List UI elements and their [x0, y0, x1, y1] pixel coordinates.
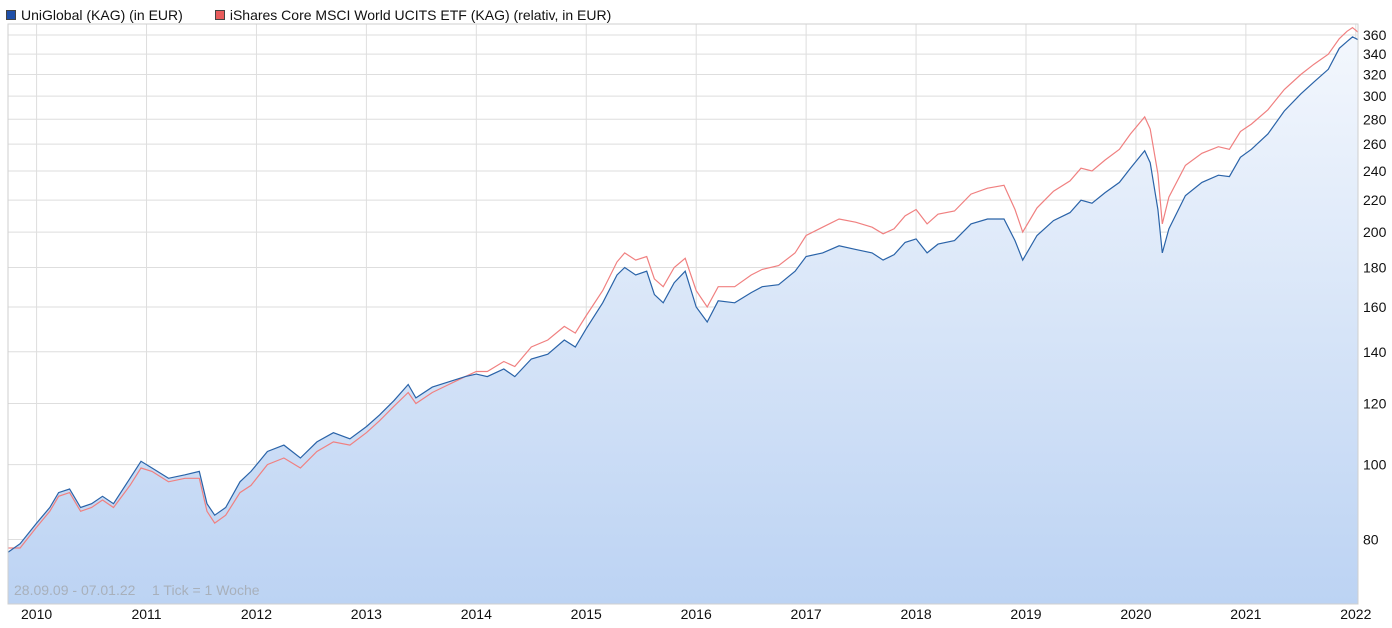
- x-tick-label: 2022: [1340, 606, 1371, 622]
- y-tick-label: 120: [1363, 395, 1387, 411]
- x-tick-label: 2010: [21, 606, 52, 622]
- y-tick-label: 160: [1363, 299, 1387, 315]
- legend-item-ishares[interactable]: iShares Core MSCI World UCITS ETF (KAG) …: [214, 7, 612, 23]
- y-tick-label: 140: [1363, 344, 1387, 360]
- y-tick-label: 260: [1363, 136, 1387, 152]
- legend: UniGlobal (KAG) (in EUR) iShares Core MS…: [6, 6, 611, 24]
- y-tick-label: 100: [1363, 457, 1387, 473]
- y-tick-label: 360: [1363, 27, 1387, 43]
- x-tick-label: 2014: [461, 606, 492, 622]
- y-tick-label: 300: [1363, 88, 1387, 104]
- date-range-note: 28.09.09 - 07.01.22: [14, 582, 136, 598]
- x-tick-label: 2012: [241, 606, 272, 622]
- x-tick-label: 2017: [791, 606, 822, 622]
- y-tick-label: 80: [1363, 531, 1379, 547]
- y-tick-label: 320: [1363, 67, 1387, 83]
- series-line-ishares: [8, 26, 1359, 549]
- y-tick-label: 240: [1363, 163, 1387, 179]
- y-tick-label: 280: [1363, 111, 1387, 127]
- y-axis-ticks: 80 100 120 140 160 180 200 220 240 260 280 300 320 34…: [1363, 27, 1387, 547]
- legend-swatch-uniglobal: [6, 10, 16, 20]
- y-tick-label: 340: [1363, 46, 1387, 62]
- x-tick-label: 2018: [900, 606, 931, 622]
- series-area-fill: [8, 36, 1358, 604]
- x-tick-label: 2013: [351, 606, 382, 622]
- tick-interval-note: 1 Tick = 1 Woche: [152, 582, 260, 598]
- y-tick-label: 200: [1363, 224, 1387, 240]
- x-tick-label: 2015: [571, 606, 602, 622]
- legend-item-uniglobal[interactable]: UniGlobal (KAG) (in EUR): [6, 7, 183, 23]
- legend-label-ishares: iShares Core MSCI World UCITS ETF (KAG) …: [229, 7, 612, 23]
- y-tick-label: 180: [1363, 259, 1387, 275]
- x-tick-label: 2020: [1120, 606, 1151, 622]
- legend-label-uniglobal: UniGlobal (KAG) (in EUR): [21, 7, 183, 23]
- plot-frame: [7, 23, 1359, 605]
- y-tick-label: 220: [1363, 192, 1387, 208]
- x-tick-label: 2021: [1230, 606, 1261, 622]
- series-line-uniglobal: [7, 36, 1359, 553]
- legend-swatch-ishares: [214, 10, 225, 20]
- x-tick-label: 2016: [681, 606, 712, 622]
- x-tick-label: 2019: [1010, 606, 1041, 622]
- x-axis-ticks: 2010 2011 2012 2013 2014 2015 2016 2017 2018 2019…: [21, 606, 1372, 622]
- x-tick-label: 2011: [131, 606, 161, 622]
